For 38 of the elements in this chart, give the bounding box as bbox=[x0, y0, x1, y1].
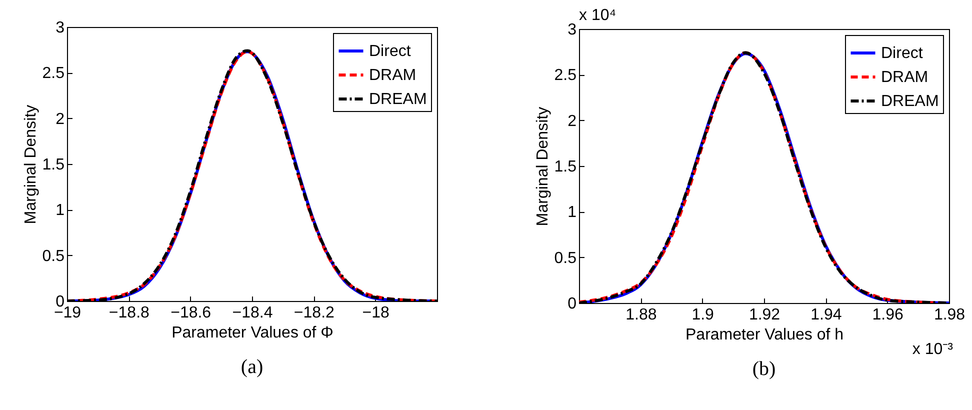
legend-label: DREAM bbox=[369, 91, 427, 108]
y-tick-label: 3 bbox=[56, 20, 65, 36]
y-tick-label: 2.5 bbox=[554, 67, 577, 84]
x-tick-label: 1.88 bbox=[626, 306, 657, 324]
x-tick-label: 1.94 bbox=[810, 306, 842, 324]
y-tick-label: 0.5 bbox=[42, 248, 65, 265]
y-tick-label: 1.5 bbox=[554, 158, 577, 176]
x-tick-label: −18.8 bbox=[108, 304, 150, 322]
x-tick-label: 1.9 bbox=[692, 306, 714, 324]
x-tick-label: −18.4 bbox=[232, 304, 273, 322]
y-tick-label: 1 bbox=[568, 204, 577, 222]
x-tick-label: −18.2 bbox=[294, 304, 335, 322]
x-tick-label: 1.98 bbox=[934, 306, 966, 324]
y-axis-title: Marginal Density bbox=[534, 106, 552, 226]
y-tick-label: 2.5 bbox=[42, 65, 65, 82]
x-tick-label: 1.96 bbox=[872, 306, 904, 324]
y-tick-label: 3 bbox=[568, 22, 577, 38]
x-tick-label: 1.92 bbox=[748, 306, 780, 324]
y-tick-label: 2 bbox=[56, 110, 65, 128]
y-axis-title: Marginal Density bbox=[22, 104, 40, 224]
y-tick-label: 1 bbox=[56, 202, 65, 220]
y-tick-label: 2 bbox=[568, 112, 577, 130]
x-axis-title: Parameter Values of Φ bbox=[172, 324, 334, 342]
y-tick-label: 0.5 bbox=[554, 250, 577, 267]
legend-label: DREAM bbox=[881, 93, 939, 110]
text: (a) bbox=[240, 356, 264, 378]
legend-label: Direct bbox=[369, 43, 412, 60]
text: x 10⁻³ bbox=[912, 341, 954, 358]
x-axis-title: Parameter Values of h bbox=[685, 326, 844, 344]
y-tick-label: 0 bbox=[568, 296, 577, 312]
text: (b) bbox=[752, 358, 776, 380]
text: x 10⁴ bbox=[579, 7, 616, 24]
x-tick-label: −18.6 bbox=[170, 304, 212, 322]
x-tick-label: −18 bbox=[362, 304, 390, 322]
y-tick-label: 1.5 bbox=[42, 156, 65, 174]
legend-label: DRAM bbox=[369, 67, 416, 84]
legend-label: DRAM bbox=[881, 69, 928, 86]
legend-label: Direct bbox=[881, 45, 924, 62]
